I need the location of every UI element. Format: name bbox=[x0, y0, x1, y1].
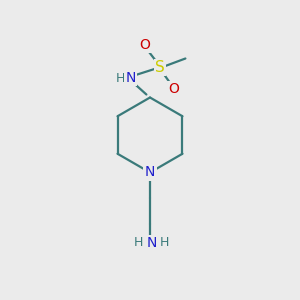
Text: N: N bbox=[146, 236, 157, 250]
Text: H: H bbox=[115, 71, 125, 85]
Text: N: N bbox=[126, 71, 136, 85]
Text: H: H bbox=[160, 236, 169, 250]
Text: H: H bbox=[134, 236, 143, 250]
Text: S: S bbox=[155, 60, 165, 75]
Text: O: O bbox=[140, 38, 150, 52]
Text: O: O bbox=[168, 82, 179, 96]
Text: N: N bbox=[145, 166, 155, 179]
